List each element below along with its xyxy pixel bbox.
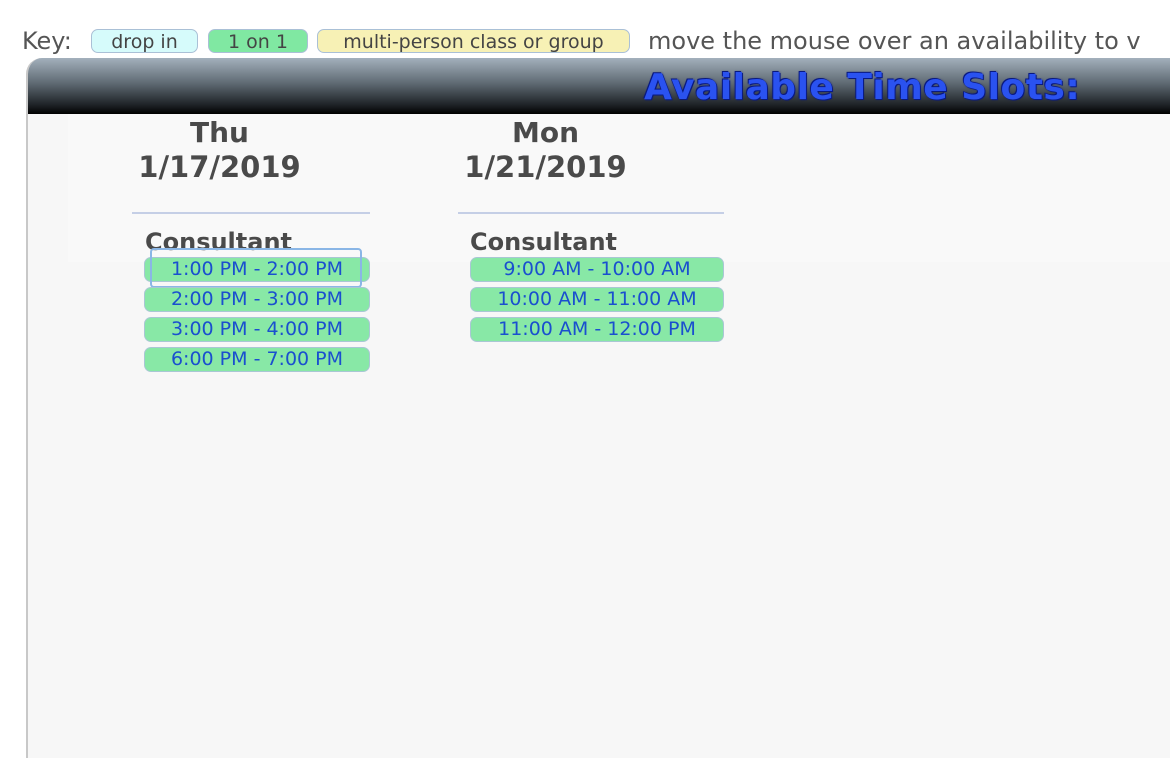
key-chip-drop-in: drop in [91, 29, 198, 53]
day-date: 1/17/2019 [138, 150, 301, 184]
time-slot[interactable]: 10:00 AM - 11:00 AM [470, 287, 724, 312]
day-name: Mon [511, 116, 580, 149]
panel-header: Available Time Slots: [28, 58, 1170, 114]
key-hint-text: move the mouse over an availability to v [648, 27, 1141, 55]
time-slot[interactable]: 2:00 PM - 3:00 PM [144, 287, 370, 312]
availability-panel: Available Time Slots: Thu 1/17/2019 Cons… [26, 58, 1170, 758]
key-chip-1-on-1: 1 on 1 [208, 29, 308, 53]
panel-title: Available Time Slots: [644, 67, 1081, 108]
day-divider [132, 212, 370, 214]
day-name: Thu [190, 116, 249, 149]
time-slot[interactable]: 11:00 AM - 12:00 PM [470, 317, 724, 342]
time-slot[interactable]: 9:00 AM - 10:00 AM [470, 257, 724, 282]
time-slot[interactable]: 6:00 PM - 7:00 PM [144, 347, 370, 372]
time-slot[interactable]: 3:00 PM - 4:00 PM [144, 317, 370, 342]
day-date: 1/21/2019 [464, 150, 627, 184]
time-slot[interactable]: 1:00 PM - 2:00 PM [144, 257, 370, 282]
day-divider [458, 212, 724, 214]
role-label: Consultant [470, 228, 618, 256]
key-label: Key: [22, 27, 72, 55]
role-label: Consultant [145, 228, 293, 256]
key-legend: Key: drop in 1 on 1 multi-person class o… [0, 26, 1170, 58]
day-header-band [68, 114, 1170, 262]
key-chip-group: multi-person class or group [317, 29, 630, 53]
